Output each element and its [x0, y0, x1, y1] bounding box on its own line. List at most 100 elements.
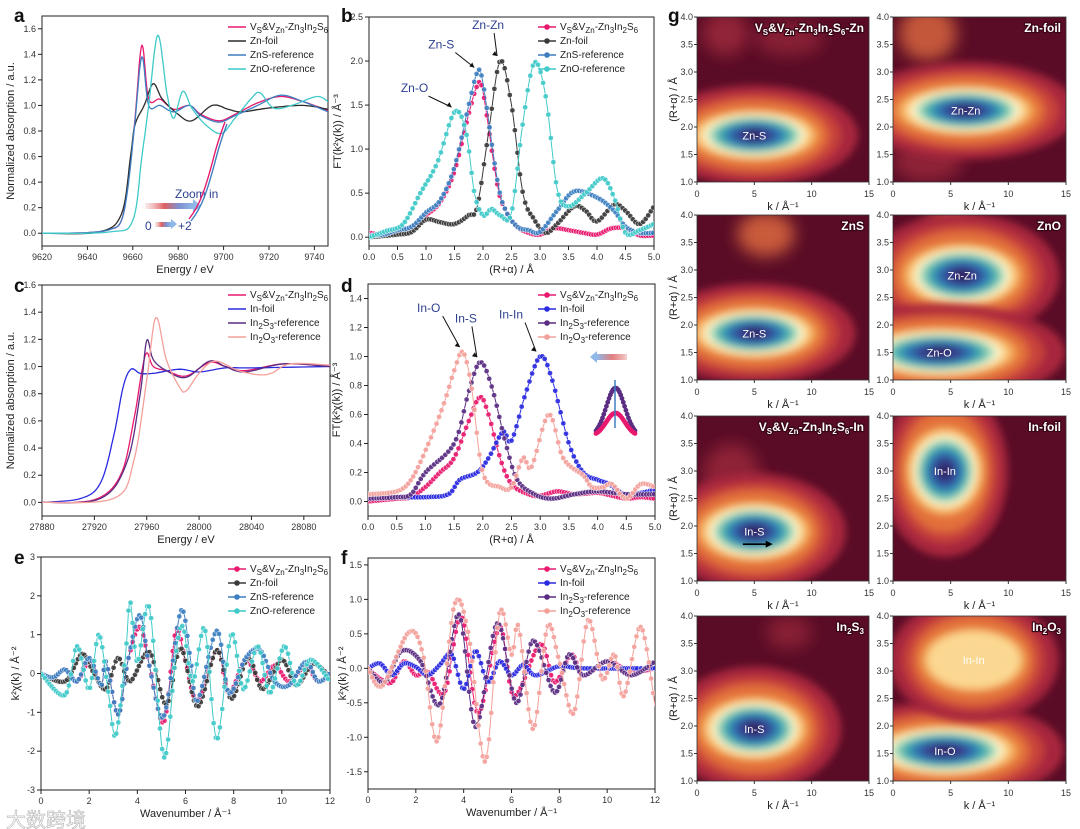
data-point	[652, 665, 655, 672]
data-point	[476, 653, 482, 659]
data-point	[536, 690, 543, 696]
heatmap-contour	[952, 270, 973, 281]
data-point	[485, 455, 492, 462]
x-tick-label: 3.5	[563, 522, 576, 532]
data-point	[173, 648, 180, 654]
x-tick-label: 0	[38, 796, 43, 806]
data-point	[259, 660, 266, 666]
data-point	[144, 652, 151, 659]
x-tick-label: 15	[864, 189, 874, 199]
data-point	[456, 109, 462, 115]
y-tick-label: 1.5	[680, 150, 693, 160]
y-tick-label: 0.2	[349, 468, 362, 478]
arrow-head-icon	[492, 51, 498, 57]
data-point	[175, 634, 182, 641]
data-point	[455, 445, 462, 452]
data-point	[221, 683, 228, 690]
peak-label: In-In	[963, 655, 985, 667]
arrow-head-icon	[471, 352, 477, 358]
data-point	[570, 453, 577, 460]
heatmap-contour	[925, 348, 953, 357]
data-point	[551, 634, 557, 640]
data-point	[407, 210, 413, 217]
data-point	[137, 642, 144, 649]
legend-item: In-foil	[538, 578, 585, 589]
legend-marker	[544, 594, 550, 600]
data-point	[508, 484, 514, 491]
data-point	[514, 165, 521, 172]
data-point	[127, 599, 134, 606]
data-point	[437, 722, 444, 729]
data-point	[461, 685, 468, 692]
heatmap-peak	[893, 616, 1059, 723]
map-title: ZnO	[1037, 219, 1061, 233]
y-tick-label: 1.4	[349, 294, 362, 304]
x-tick-label: 2.0	[477, 522, 490, 532]
series-layer	[42, 34, 328, 235]
legend-item: Zn-foil	[538, 36, 588, 47]
heatmap-layer	[697, 616, 869, 781]
y-tick-label: 1.5	[876, 749, 889, 759]
data-point	[504, 657, 510, 664]
x-tick-label: 4	[461, 795, 466, 805]
data-point	[481, 86, 487, 93]
data-point	[468, 89, 475, 96]
y-tick-label: 3.0	[680, 265, 693, 275]
data-point	[540, 647, 547, 654]
data-point	[614, 206, 621, 213]
data-point	[87, 684, 93, 691]
series-layer	[369, 58, 654, 241]
data-point	[157, 686, 164, 693]
data-point	[203, 678, 210, 684]
data-point	[165, 691, 172, 698]
legend-item: ZnO-reference	[228, 64, 316, 75]
series-line-1	[42, 365, 330, 504]
data-point	[234, 652, 240, 659]
wavelet-map: In-In In-foil 0 5 10 15 1.0 1.5 2.0 2.5 3.0 3.5 4.0 k…	[876, 411, 1071, 612]
legend-label: In2S3-reference	[250, 318, 320, 331]
data-point	[456, 146, 462, 153]
data-point	[565, 702, 572, 708]
y-tick-label: -1.0	[346, 732, 362, 742]
shift-gradient-bar	[597, 354, 627, 360]
legend-label: VS&VZn-Zn3In2S6	[560, 290, 639, 303]
oxidation-to-label: +2	[178, 219, 192, 233]
data-point	[573, 458, 580, 465]
legend-marker	[544, 38, 550, 44]
x-tick-label: 15	[864, 788, 874, 798]
x-tick-label: 10	[807, 189, 817, 199]
x-tick-label: 5.0	[649, 522, 662, 532]
data-point	[485, 411, 492, 418]
y-tick-label: 1.0	[876, 375, 889, 385]
data-point	[417, 190, 424, 197]
data-point	[602, 675, 608, 681]
data-point	[412, 200, 419, 207]
data-point	[475, 722, 482, 729]
x-tick-label: 0	[694, 189, 699, 199]
x-tick-label: 9720	[259, 252, 279, 262]
x-tick-label: 0.0	[363, 252, 376, 262]
data-point	[165, 736, 171, 743]
data-point	[78, 655, 85, 662]
y-tick-label: -1.5	[346, 767, 362, 777]
data-point	[524, 87, 531, 94]
data-point	[508, 437, 515, 444]
data-point	[458, 419, 465, 426]
y-tick-label: 4.0	[876, 12, 889, 22]
legend-marker	[544, 334, 550, 340]
y-tick-label: 1.5	[680, 348, 693, 358]
y-tick-label: 2.0	[680, 721, 693, 731]
data-point	[98, 681, 105, 688]
data-point	[468, 385, 475, 392]
data-point	[183, 643, 190, 649]
data-point	[568, 447, 575, 453]
y-tick-label: 3	[30, 552, 35, 562]
data-point	[267, 689, 274, 696]
data-point	[509, 464, 515, 470]
data-point	[631, 643, 638, 650]
heatmap-layer	[697, 17, 869, 182]
data-point	[92, 668, 99, 675]
data-point	[125, 607, 132, 614]
data-point	[519, 682, 526, 688]
y-tick-label: 0.0	[23, 497, 36, 507]
